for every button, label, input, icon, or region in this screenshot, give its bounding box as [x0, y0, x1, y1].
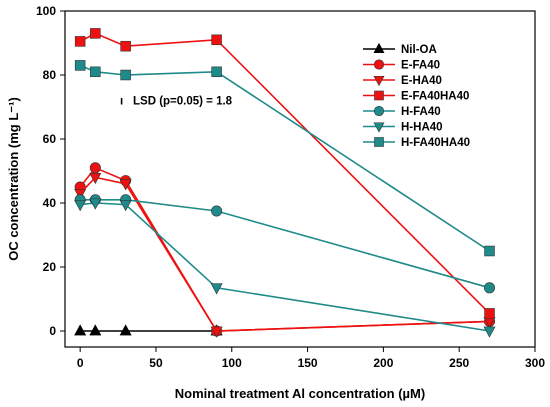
legend-item: E-HA40: [363, 75, 442, 87]
data-point: [89, 198, 102, 210]
y-axis-title: OC concentration (mg L⁻¹): [6, 97, 21, 261]
series-line: [80, 202, 490, 332]
data-point: [90, 66, 101, 78]
plot-frame: [64, 10, 536, 348]
x-tick-label: 150: [298, 356, 318, 370]
y-tick-label: 0: [49, 324, 56, 338]
annotation-layer: ı LSD (p=0.05) = 1.8: [120, 96, 233, 108]
data-point: [74, 324, 87, 336]
legend-marker: [373, 122, 385, 133]
legend-marker: [373, 59, 385, 70]
data-point: [119, 200, 132, 212]
legend-item: E-FA40: [363, 59, 440, 72]
data-point: [89, 162, 101, 174]
data-point: [119, 179, 132, 191]
lsd-annotation: LSD (p=0.05) = 1.8: [133, 96, 233, 108]
data-point: [483, 326, 496, 338]
series-h-fa40: [74, 194, 496, 294]
data-point: [90, 28, 101, 39]
data-point: [210, 283, 223, 295]
lsd-bar-symbol: ı: [120, 96, 123, 108]
x-tick-label: 200: [373, 356, 393, 370]
legend-item: H-FA40: [363, 105, 441, 118]
series-nil-oa: [74, 324, 223, 336]
y-tick-label: 80: [43, 68, 57, 82]
data-point: [120, 40, 131, 52]
data-point: [119, 324, 132, 336]
x-tick-label: 0: [77, 356, 84, 370]
legend-marker: [373, 75, 385, 87]
series-line: [79, 176, 490, 332]
legend-label: E-HA40: [401, 75, 442, 87]
data-point: [89, 324, 102, 336]
legend-marker: [373, 105, 385, 117]
y-tick-label: 100: [36, 4, 56, 18]
data-point: [484, 308, 495, 319]
data-point: [74, 36, 86, 47]
series-h-ha40: [74, 198, 496, 338]
series-line: [79, 166, 490, 332]
series-e-fa40: [74, 162, 496, 337]
y-tick-label: 40: [43, 196, 57, 210]
data-point: [210, 326, 223, 338]
data-point: [211, 205, 223, 217]
y-tick-label: 20: [43, 260, 57, 274]
legend-item: Nil-OA: [363, 42, 437, 56]
series-e-fa40ha40: [74, 28, 495, 319]
data-point: [211, 66, 222, 78]
legend-label: H-FA40HA40: [401, 137, 470, 149]
axes-layer: 0 50 100 150 200 250 300 0 20 40 60 80 100: [36, 4, 545, 370]
legend-label: Nil-OA: [401, 44, 437, 56]
y-tick-label: 60: [43, 132, 57, 146]
series-e-ha40: [74, 172, 496, 338]
series-layer: [74, 28, 496, 338]
data-point: [74, 200, 87, 212]
x-tick-label: 300: [525, 356, 545, 370]
data-point: [120, 69, 131, 81]
data-point: [211, 34, 222, 46]
data-point: [483, 282, 496, 294]
x-axis-title: Nominal treatment Al concentration (µM): [175, 386, 425, 401]
x-tick-label: 50: [149, 356, 163, 370]
legend-marker: [374, 90, 384, 101]
legend-label: E-FA40: [401, 60, 440, 72]
legend: Nil-OA E-FA40 E-HA40 E-FA40HA40 H-FA40 H-HA40…: [363, 42, 470, 149]
legend-label: E-FA40HA40: [401, 91, 469, 103]
legend-label: H-HA40: [401, 122, 443, 134]
legend-label: H-FA40: [401, 106, 441, 118]
x-tick-label: 250: [449, 356, 469, 370]
legend-marker: [374, 137, 384, 147]
series-line: [80, 199, 490, 289]
legend-item: E-FA40HA40: [363, 91, 469, 103]
data-point: [89, 172, 102, 185]
legend-marker: [373, 42, 385, 54]
series-h-fa40ha40: [74, 60, 495, 257]
x-tick-label: 100: [222, 356, 242, 370]
data-point: [484, 245, 495, 257]
legend-item: H-FA40HA40: [363, 137, 470, 149]
data-point: [74, 60, 86, 71]
legend-item: H-HA40: [363, 122, 443, 134]
